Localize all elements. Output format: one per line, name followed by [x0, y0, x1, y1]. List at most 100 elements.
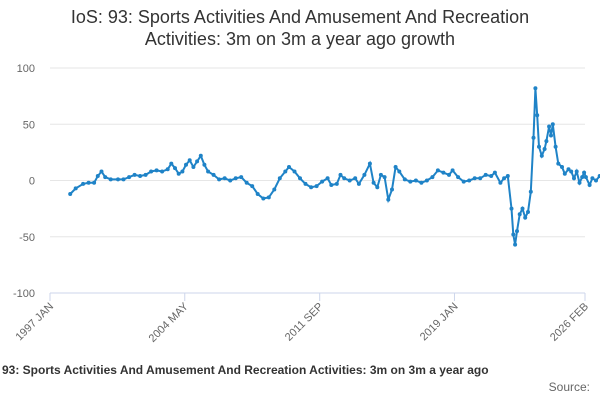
data-point[interactable]: [560, 165, 564, 169]
data-point[interactable]: [132, 172, 137, 177]
data-point[interactable]: [553, 144, 558, 149]
data-point[interactable]: [202, 162, 207, 167]
data-point[interactable]: [81, 181, 86, 186]
data-point[interactable]: [542, 147, 547, 151]
data-point[interactable]: [393, 165, 398, 169]
data-point[interactable]: [556, 161, 561, 166]
data-point[interactable]: [211, 172, 216, 177]
data-point[interactable]: [154, 168, 159, 173]
data-point[interactable]: [478, 176, 483, 181]
data-point[interactable]: [347, 178, 352, 183]
data-point[interactable]: [266, 195, 271, 200]
data-point[interactable]: [173, 166, 177, 171]
data-point[interactable]: [228, 178, 233, 183]
data-point[interactable]: [180, 169, 185, 174]
data-point[interactable]: [577, 180, 582, 185]
data-point[interactable]: [597, 174, 600, 178]
data-point[interactable]: [353, 176, 358, 181]
data-point[interactable]: [138, 174, 143, 178]
data-point[interactable]: [68, 192, 73, 196]
data-point[interactable]: [528, 189, 533, 194]
data-point[interactable]: [435, 168, 440, 173]
data-point[interactable]: [566, 167, 571, 172]
data-point[interactable]: [244, 180, 249, 185]
data-point[interactable]: [539, 153, 544, 158]
data-point[interactable]: [367, 161, 372, 166]
data-point[interactable]: [233, 176, 238, 181]
data-point[interactable]: [320, 179, 325, 184]
data-point[interactable]: [590, 176, 595, 181]
data-point[interactable]: [517, 212, 522, 217]
data-point[interactable]: [187, 158, 192, 163]
data-point[interactable]: [176, 171, 181, 176]
data-point[interactable]: [108, 177, 113, 182]
data-point[interactable]: [424, 178, 429, 183]
data-point[interactable]: [255, 192, 260, 196]
data-point[interactable]: [562, 171, 567, 176]
data-point[interactable]: [550, 122, 555, 127]
data-point[interactable]: [594, 178, 598, 183]
data-point[interactable]: [572, 176, 576, 181]
data-point[interactable]: [338, 172, 343, 177]
data-point[interactable]: [86, 180, 91, 185]
data-point[interactable]: [303, 181, 308, 186]
data-point[interactable]: [272, 187, 277, 192]
data-point[interactable]: [502, 176, 507, 181]
data-point[interactable]: [371, 180, 376, 185]
data-point[interactable]: [450, 168, 455, 173]
data-point[interactable]: [419, 180, 424, 185]
data-point[interactable]: [217, 177, 222, 182]
data-point[interactable]: [583, 175, 588, 180]
data-point[interactable]: [378, 172, 383, 177]
data-point[interactable]: [456, 175, 461, 180]
data-point[interactable]: [408, 179, 413, 184]
data-point[interactable]: [574, 169, 579, 174]
data-point[interactable]: [472, 176, 477, 181]
data-point[interactable]: [325, 176, 330, 181]
data-point[interactable]: [537, 144, 541, 149]
data-point[interactable]: [413, 178, 418, 183]
data-point[interactable]: [549, 133, 553, 138]
data-point[interactable]: [283, 169, 288, 174]
data-point[interactable]: [535, 113, 540, 118]
data-point[interactable]: [390, 187, 394, 192]
data-point[interactable]: [206, 169, 211, 174]
data-point[interactable]: [298, 176, 302, 181]
data-point[interactable]: [198, 153, 203, 158]
data-point[interactable]: [191, 165, 196, 169]
data-point[interactable]: [547, 124, 552, 129]
data-point[interactable]: [375, 185, 380, 190]
data-point[interactable]: [533, 86, 538, 91]
data-point[interactable]: [222, 176, 227, 181]
data-point[interactable]: [309, 185, 314, 190]
data-point[interactable]: [520, 206, 525, 211]
data-point[interactable]: [149, 169, 154, 174]
series-points[interactable]: [68, 86, 600, 247]
data-point[interactable]: [467, 178, 472, 183]
data-point[interactable]: [483, 172, 488, 177]
data-point[interactable]: [143, 172, 148, 177]
data-point[interactable]: [121, 177, 126, 182]
series-line[interactable]: [69, 88, 600, 245]
data-point[interactable]: [277, 176, 282, 181]
data-point[interactable]: [509, 206, 514, 211]
data-point[interactable]: [489, 174, 494, 178]
data-point[interactable]: [334, 181, 339, 186]
data-point[interactable]: [523, 215, 528, 220]
data-point[interactable]: [239, 175, 244, 180]
data-point[interactable]: [314, 184, 319, 189]
data-point[interactable]: [544, 139, 549, 144]
data-point[interactable]: [362, 172, 367, 177]
data-point[interactable]: [382, 175, 387, 180]
legend[interactable]: 93: Sports Activities And Amusement And …: [2, 363, 598, 377]
data-point[interactable]: [513, 242, 518, 247]
data-point[interactable]: [441, 170, 446, 175]
data-point[interactable]: [515, 229, 519, 234]
data-point[interactable]: [169, 161, 174, 166]
data-point[interactable]: [492, 170, 497, 175]
data-point[interactable]: [287, 165, 291, 169]
data-point[interactable]: [342, 176, 347, 181]
data-point[interactable]: [402, 177, 407, 182]
data-point[interactable]: [329, 183, 334, 187]
